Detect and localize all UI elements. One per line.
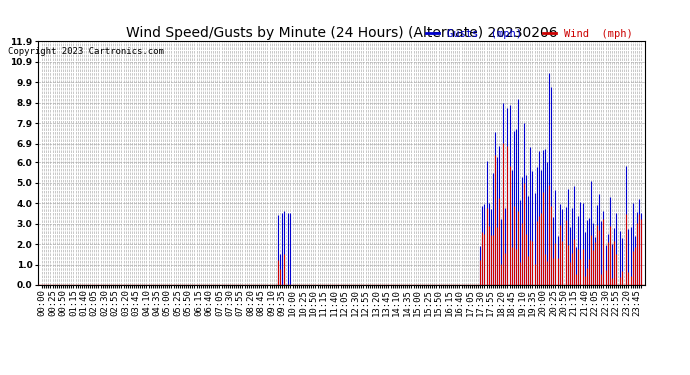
Text: Copyright 2023 Cartronics.com: Copyright 2023 Cartronics.com <box>8 47 164 56</box>
Legend: Gusts  (mph), Wind  (mph): Gusts (mph), Wind (mph) <box>422 24 637 43</box>
Title: Wind Speed/Gusts by Minute (24 Hours) (Alternate) 20230206: Wind Speed/Gusts by Minute (24 Hours) (A… <box>126 26 558 40</box>
